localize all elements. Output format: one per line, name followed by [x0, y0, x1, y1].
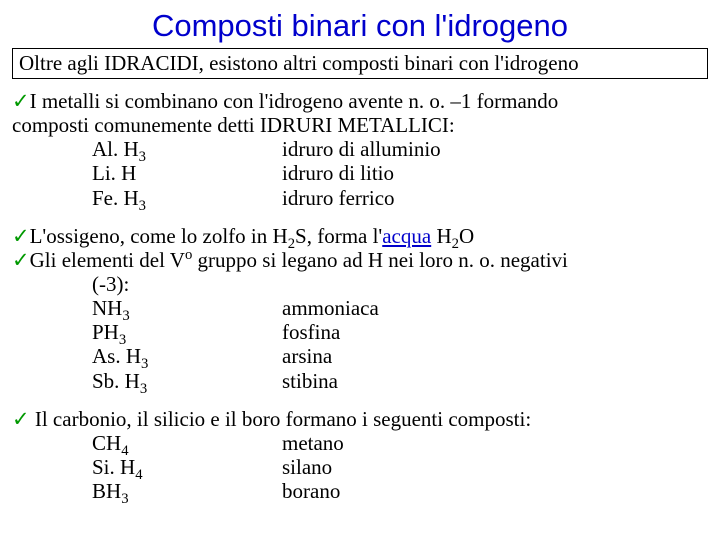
compound-name: metano: [282, 431, 708, 455]
formula: BH3: [92, 479, 282, 503]
formula: CH4: [92, 431, 282, 455]
compound-name: fosfina: [282, 320, 708, 344]
link-acqua[interactable]: acqua: [382, 224, 431, 248]
check-icon: ✓: [12, 407, 30, 431]
formula-row: PH3 fosfina: [12, 320, 708, 344]
paren-text: (-3):: [12, 272, 708, 296]
formula-text: Al. H: [92, 137, 139, 161]
text: Gli elementi del V: [30, 248, 185, 272]
compound-name: stibina: [282, 369, 708, 393]
formula-row: CH4 metano: [12, 431, 708, 455]
formula-row: Al. H3 idruro di alluminio: [12, 137, 708, 161]
formula: PH3: [92, 320, 282, 344]
formula-text: Sb. H: [92, 369, 140, 393]
formula-text: BH: [92, 479, 121, 503]
formula: Fe. H3: [92, 186, 282, 210]
formula-row: Li. H idruro di litio: [12, 161, 708, 185]
compound-name: idruro di litio: [282, 161, 708, 185]
compound-name: borano: [282, 479, 708, 503]
text: gruppo si legano ad H nei loro n. o. neg…: [192, 248, 568, 272]
bullet-line: ✓L'ossigeno, come lo zolfo in H2S, forma…: [12, 224, 708, 248]
formula: As. H3: [92, 344, 282, 368]
subscript: 3: [121, 491, 128, 507]
formula-text: NH: [92, 296, 122, 320]
block-ossigeno: ✓L'ossigeno, come lo zolfo in H2S, forma…: [12, 224, 708, 393]
formula-text: Li. H: [92, 161, 136, 185]
bullet-line: ✓ Il carbonio, il silicio e il boro form…: [12, 407, 708, 431]
text: H: [431, 224, 451, 248]
compound-name: ammoniaca: [282, 296, 708, 320]
check-icon: ✓: [12, 89, 30, 113]
compound-name: arsina: [282, 344, 708, 368]
compound-name: silano: [282, 455, 708, 479]
text: L'ossigeno, come lo zolfo in H: [30, 224, 288, 248]
check-icon: ✓: [12, 224, 30, 248]
formula-row: Fe. H3 idruro ferrico: [12, 186, 708, 210]
formula: NH3: [92, 296, 282, 320]
text: O: [459, 224, 474, 248]
formula: Al. H3: [92, 137, 282, 161]
lead-text: I metalli si combinano con l'idrogeno av…: [30, 89, 559, 113]
lead-text: Il carbonio, il silicio e il boro forman…: [30, 407, 532, 431]
formula-row: BH3 borano: [12, 479, 708, 503]
formula-row: Si. H4 silano: [12, 455, 708, 479]
formula-row: Sb. H3 stibina: [12, 369, 708, 393]
bullet-line: ✓Gli elementi del Vo gruppo si legano ad…: [12, 248, 708, 272]
formula-text: Si. H: [92, 455, 135, 479]
formula-text: PH: [92, 320, 119, 344]
page-title: Composti binari con l'idrogeno: [12, 8, 708, 44]
formula: Sb. H3: [92, 369, 282, 393]
block-idruri: ✓I metalli si combinano con l'idrogeno a…: [12, 89, 708, 210]
formula: Li. H: [92, 161, 282, 185]
subtitle-box: Oltre agli IDRACIDI, esistono altri comp…: [12, 48, 708, 79]
block-carbonio: ✓ Il carbonio, il silicio e il boro form…: [12, 407, 708, 504]
compound-name: idruro ferrico: [282, 186, 708, 210]
bullet-line: ✓I metalli si combinano con l'idrogeno a…: [12, 89, 708, 113]
compound-name: idruro di alluminio: [282, 137, 708, 161]
check-icon: ✓: [12, 248, 30, 272]
formula-row: As. H3 arsina: [12, 344, 708, 368]
formula: Si. H4: [92, 455, 282, 479]
lead-text-2: composti comunemente detti IDRURI METALL…: [12, 113, 708, 137]
formula-text: CH: [92, 431, 121, 455]
subscript: 3: [140, 381, 147, 397]
subscript: 3: [139, 198, 146, 214]
formula-row: NH3 ammoniaca: [12, 296, 708, 320]
text: S, forma l': [295, 224, 382, 248]
formula-text: Fe. H: [92, 186, 139, 210]
formula-text: As. H: [92, 344, 141, 368]
